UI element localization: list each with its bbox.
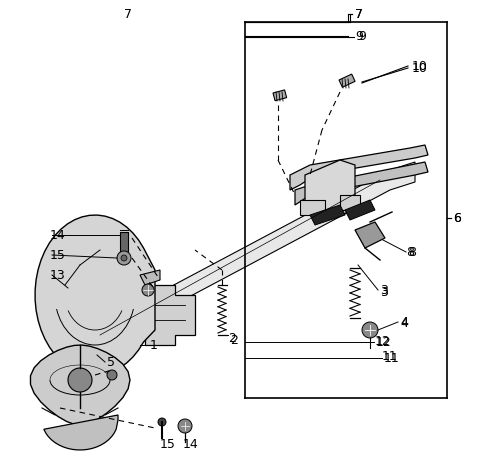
Text: 5: 5	[107, 355, 115, 368]
Polygon shape	[290, 145, 428, 190]
Text: 8: 8	[406, 246, 414, 259]
Text: 7: 7	[124, 7, 132, 20]
Polygon shape	[305, 160, 355, 215]
Text: 10: 10	[412, 59, 428, 72]
Text: 4: 4	[400, 317, 408, 330]
Circle shape	[107, 370, 117, 380]
Text: 6: 6	[453, 212, 461, 225]
Text: 13: 13	[50, 268, 66, 282]
Text: 6: 6	[453, 212, 461, 225]
Text: 11: 11	[384, 351, 400, 365]
Text: 9: 9	[355, 30, 363, 42]
Text: 9: 9	[358, 30, 366, 43]
Text: 12: 12	[375, 335, 391, 348]
Circle shape	[117, 251, 131, 265]
Bar	[120, 232, 128, 252]
Text: 14: 14	[183, 437, 199, 450]
Circle shape	[142, 284, 154, 296]
Bar	[273, 90, 287, 100]
Text: 8: 8	[408, 246, 416, 259]
Bar	[340, 195, 360, 210]
Circle shape	[158, 418, 166, 426]
Circle shape	[362, 322, 378, 338]
Text: 3: 3	[380, 284, 388, 296]
Circle shape	[121, 255, 127, 261]
Text: 7: 7	[355, 7, 363, 20]
Polygon shape	[30, 345, 130, 425]
Bar	[300, 200, 325, 215]
Text: 10: 10	[412, 61, 428, 75]
Polygon shape	[355, 222, 385, 248]
Text: 15: 15	[160, 437, 176, 450]
Text: 4: 4	[400, 315, 408, 329]
Circle shape	[178, 419, 192, 433]
Text: 14: 14	[50, 229, 66, 242]
Text: 2: 2	[228, 331, 236, 344]
Text: 7: 7	[355, 7, 363, 20]
Text: 2: 2	[230, 333, 238, 347]
Polygon shape	[145, 285, 195, 345]
Polygon shape	[85, 162, 415, 345]
Polygon shape	[35, 215, 155, 375]
Text: 3: 3	[380, 285, 388, 299]
Bar	[339, 74, 355, 87]
Circle shape	[68, 368, 92, 392]
Polygon shape	[310, 205, 345, 225]
Polygon shape	[295, 162, 428, 205]
Text: 15: 15	[50, 248, 66, 261]
Polygon shape	[345, 200, 375, 220]
Text: 12: 12	[376, 336, 392, 349]
Polygon shape	[140, 270, 160, 285]
Text: 1: 1	[150, 338, 158, 351]
Polygon shape	[44, 415, 118, 450]
Text: 11: 11	[382, 349, 398, 362]
